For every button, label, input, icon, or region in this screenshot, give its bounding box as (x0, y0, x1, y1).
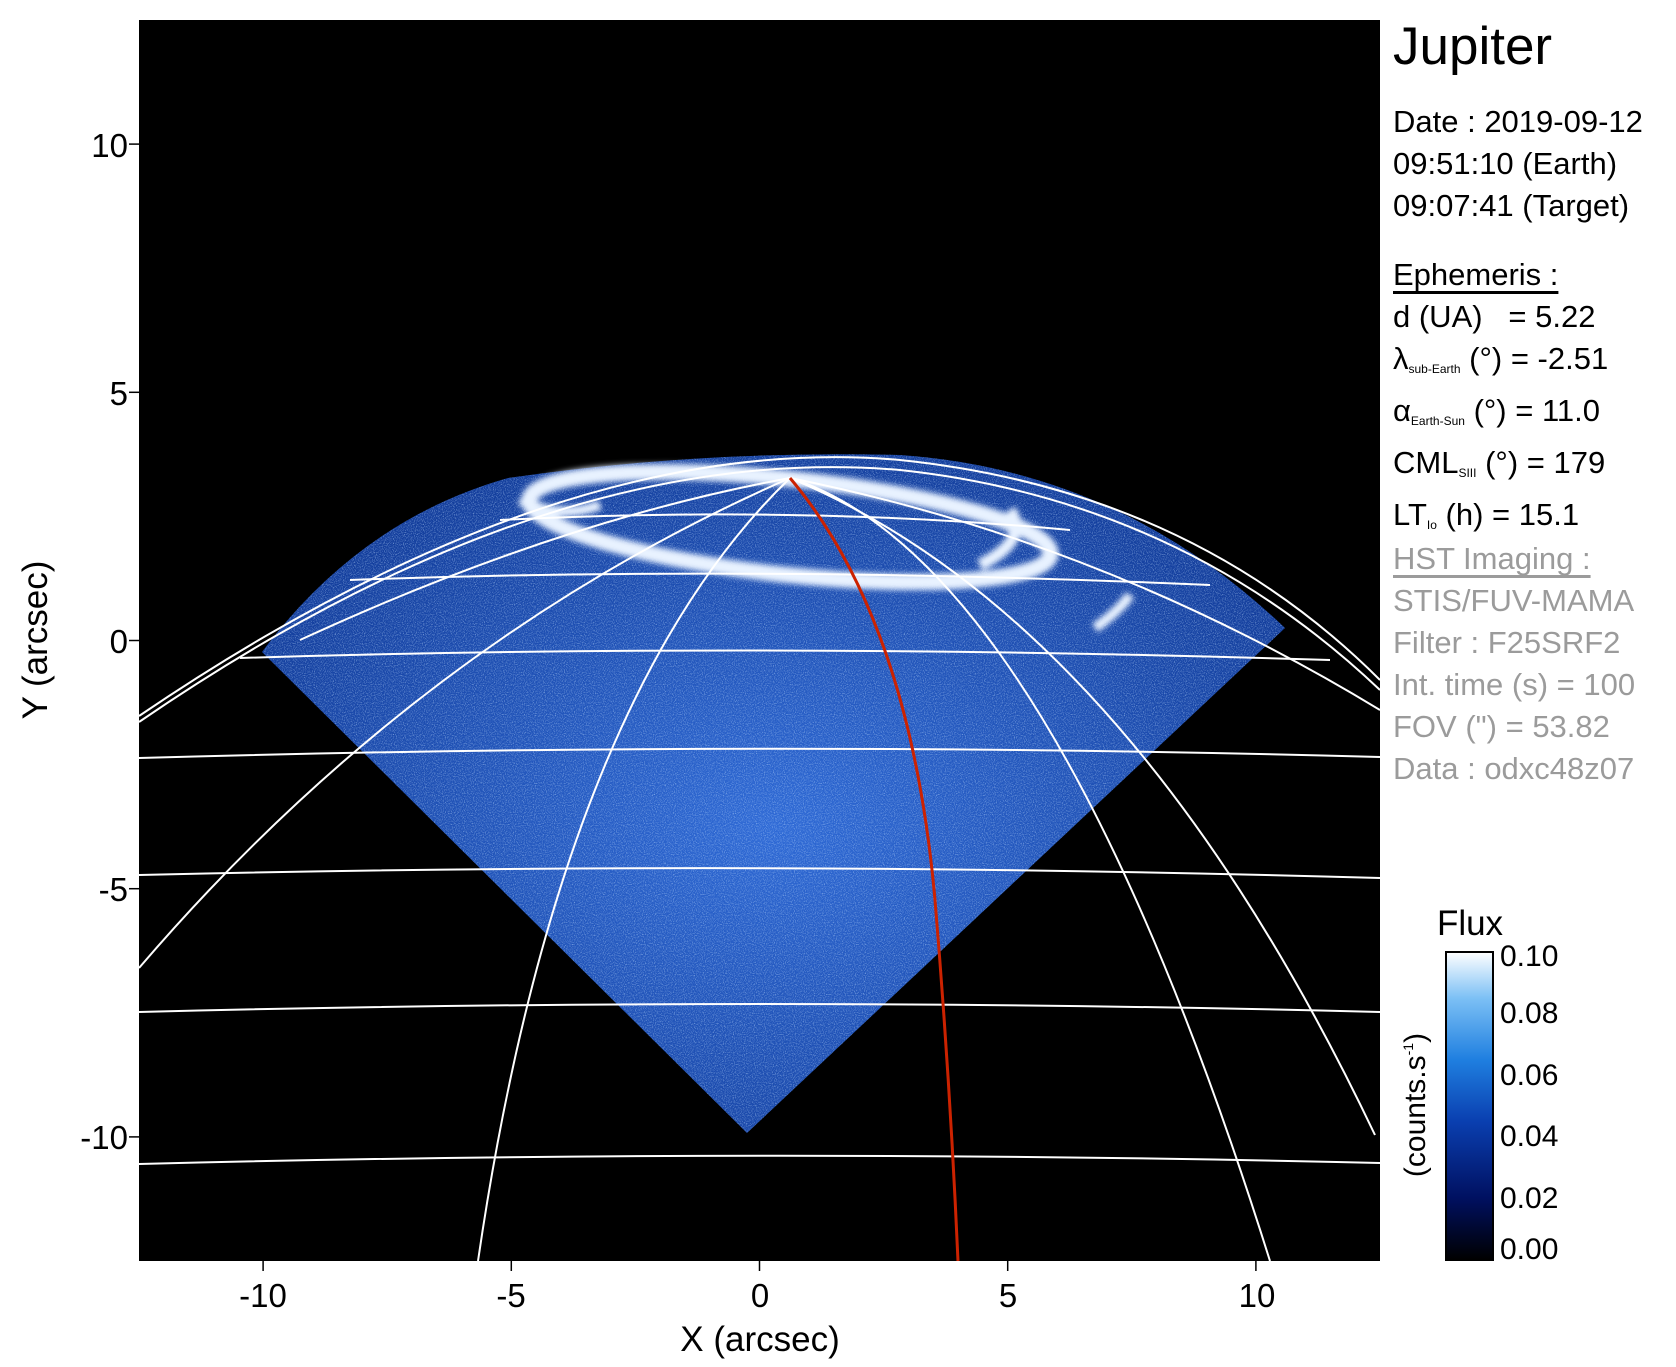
y-tick-label: -5 (99, 871, 128, 908)
lat-lon-grid (139, 456, 1380, 1261)
imaging-header: HST Imaging : (1393, 541, 1591, 576)
observation-date: Date : 2019-09-12 (1393, 104, 1643, 139)
cml-unit: (°) (1485, 445, 1519, 480)
ephemeris-header: Ephemeris : (1393, 257, 1559, 292)
observation-time-target: 09:07:41 (Target) (1393, 188, 1630, 223)
emission-noise (262, 454, 1285, 1133)
observation-time-earth: 09:51:10 (Earth) (1393, 146, 1618, 181)
y-tick-label: 10 (91, 127, 128, 164)
ephemeris-sub-earth-latitude: λsub-Earth (°) = -2.51 (1393, 338, 1608, 390)
latitude-line (139, 1003, 1380, 1013)
latitude-line (139, 1154, 1380, 1165)
longitude-line (789, 477, 1271, 1261)
latitude-line (139, 867, 1380, 879)
x-axis-label: X (arcsec) (680, 1320, 839, 1359)
x-axis: -10 -5 0 5 10 X (arcsec) (239, 1277, 1275, 1359)
lt-symbol: LT (1393, 497, 1427, 532)
longitude-line (139, 477, 791, 969)
longitude-line (477, 477, 791, 1261)
limb (139, 466, 1380, 723)
ephemeris-phase-angle: αEarth-Sun (°) = 11.0 (1393, 390, 1608, 442)
y-tick-label: -10 (80, 1119, 128, 1156)
imaging-data-id: Data : odxc48z07 (1393, 751, 1635, 786)
ephemeris-distance: d (UA) = 5.22 (1393, 296, 1608, 338)
imaging-int-time: Int. time (s) = 100 (1393, 667, 1636, 702)
longitude-line (299, 477, 791, 641)
x-tick-label: -5 (496, 1277, 525, 1314)
colorbar-tick-label: 0.02 (1500, 1182, 1558, 1215)
ephemeris-cml: CMLSIII (°) = 179 (1393, 442, 1608, 494)
colorbar-tick-label: 0.06 (1500, 1059, 1558, 1092)
cml-meridian-line (788, 477, 960, 1261)
lt-unit: (h) (1445, 497, 1484, 532)
cml-symbol: CML (1393, 445, 1459, 480)
longitude-line (789, 477, 1376, 1136)
ephemeris-io-local-time: LTIo (h) = 15.1 (1393, 494, 1608, 546)
latitude-line (349, 572, 1211, 586)
x-tick-label: 5 (999, 1277, 1017, 1314)
imaging-filter: Filter : F25SRF2 (1393, 625, 1621, 660)
observation-block: Date : 2019-09-12 09:51:10 (Earth) 09:07… (1393, 101, 1643, 227)
colorbar: Flux (counts.s-1) 0.10 0.08 0.06 0.04 0.… (1399, 904, 1558, 1266)
lambda-symbol: λ (1393, 341, 1409, 376)
colorbar-tick-label: 0.08 (1500, 997, 1558, 1030)
longitude-line (789, 477, 1380, 711)
lambda-subscript: sub-Earth (1408, 362, 1461, 376)
lambda-unit: (°) (1469, 341, 1503, 376)
alpha-symbol: α (1393, 393, 1411, 428)
colorbar-tick-label: 0.04 (1500, 1120, 1558, 1153)
colorbar-unit-label: (counts.s-1) (1399, 1033, 1432, 1177)
imaging-fov: FOV (") = 53.82 (1393, 709, 1610, 744)
y-tick-label: 5 (110, 375, 128, 412)
imaging-block: HST Imaging : STIS/FUV-MAMA Filter : F25… (1393, 538, 1635, 790)
alpha-value: = 11.0 (1515, 393, 1601, 428)
cml-subscript: SIII (1458, 466, 1477, 480)
y-tick-label: 0 (110, 623, 128, 660)
x-tick-label: 10 (1239, 1277, 1276, 1314)
colorbar-tick-label: 0.10 (1500, 940, 1558, 973)
limb-outer (139, 456, 1380, 717)
latitude-line (139, 747, 1380, 759)
d-value: = 5.22 (1508, 299, 1596, 334)
x-tick-label: -10 (239, 1277, 287, 1314)
y-axis-label: Y (arcsec) (16, 561, 55, 720)
alpha-unit: (°) (1473, 393, 1507, 428)
target-title: Jupiter (1393, 17, 1553, 76)
cml-value: = 179 (1526, 445, 1606, 480)
colorbar-title: Flux (1437, 904, 1504, 943)
lambda-value: = -2.51 (1510, 341, 1609, 376)
colorbar-gradient (1445, 951, 1494, 1261)
d-label: d (UA) (1393, 299, 1483, 334)
colorbar-tick-label: 0.00 (1500, 1233, 1558, 1266)
x-tick-label: 0 (751, 1277, 769, 1314)
latitude-line (499, 513, 1071, 531)
latitude-line (239, 649, 1331, 661)
lt-subscript: Io (1426, 518, 1437, 532)
lt-value: = 15.1 (1492, 497, 1580, 532)
alpha-subscript: Earth-Sun (1410, 414, 1465, 428)
ephemeris-block: Ephemeris : d (UA) = 5.22 λsub-Earth (°)… (1393, 254, 1608, 546)
y-axis: 10 5 0 -5 -10 Y (arcsec) (16, 127, 128, 1156)
imaging-instrument: STIS/FUV-MAMA (1393, 583, 1635, 618)
